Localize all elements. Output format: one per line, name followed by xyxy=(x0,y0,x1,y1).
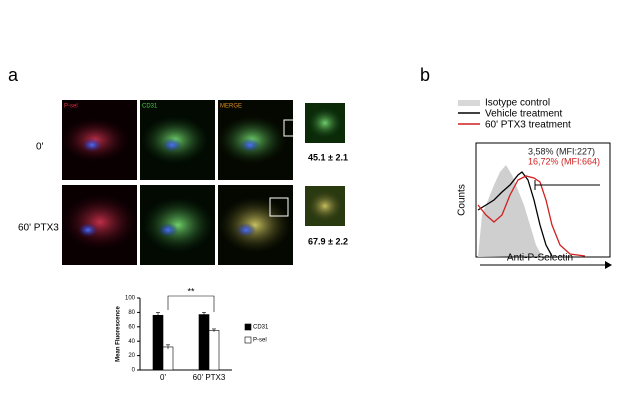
nucleus xyxy=(78,223,98,237)
y-tick-label: 40 xyxy=(128,339,135,345)
bar xyxy=(162,346,174,371)
nucleus xyxy=(162,138,182,152)
error-bar xyxy=(156,312,160,319)
nucleus xyxy=(158,223,178,237)
annotation: 16,72% (MFI:664) xyxy=(528,156,600,166)
vehicle-curve xyxy=(477,171,553,257)
ptx3-curve xyxy=(477,175,586,257)
row-label: 60' PTX3 xyxy=(18,223,59,234)
cell xyxy=(219,197,291,253)
y-tick-label: 0 xyxy=(132,368,136,374)
panel-label: b xyxy=(420,65,430,85)
y-tick-label: 80 xyxy=(128,310,135,316)
row-label: 0' xyxy=(36,142,44,153)
cell xyxy=(62,194,138,250)
isotype-area xyxy=(478,165,542,257)
y-axis-label: Counts xyxy=(457,184,468,216)
legend-label: P-sel xyxy=(253,338,267,344)
y-tick-label: 100 xyxy=(125,296,136,302)
nucleus xyxy=(240,138,260,152)
error-bar xyxy=(212,328,216,332)
y-axis-label: Mean Fluorescence xyxy=(116,305,122,361)
channel-label: MERGE xyxy=(220,104,242,110)
nucleus xyxy=(236,223,256,237)
bar xyxy=(152,314,164,371)
inset-box xyxy=(269,197,289,217)
legend-swatch xyxy=(244,323,252,331)
inset-value: 45.1 ± 2.1 xyxy=(308,152,348,162)
cell xyxy=(307,190,343,222)
bar xyxy=(198,314,210,371)
significance-bracket xyxy=(167,295,215,312)
x-tick-label: 0' xyxy=(160,373,166,382)
flow-legend xyxy=(458,100,480,125)
error-bar xyxy=(202,312,206,317)
micrographs xyxy=(61,100,345,265)
panel-label: a xyxy=(8,65,19,85)
nucleus xyxy=(82,138,102,152)
significance: ** xyxy=(187,286,195,296)
legend-swatch xyxy=(458,100,480,106)
error-bar xyxy=(166,344,170,350)
cell xyxy=(307,107,343,139)
x-axis-label: Anti-P-Selectin xyxy=(507,253,573,264)
legend-label: 60' PTX3 treatment xyxy=(485,120,571,131)
histogram xyxy=(475,142,612,269)
annotation: 3,58% (MFI:227) xyxy=(528,146,595,156)
bar xyxy=(208,330,220,371)
channel-label: CD31 xyxy=(142,104,158,110)
inset-value: 67.9 ± 2.2 xyxy=(308,236,348,246)
inset-box xyxy=(283,119,301,137)
y-tick-label: 60 xyxy=(128,324,135,330)
channel-label: P-sel xyxy=(64,104,78,110)
legend-label: Isotype control xyxy=(485,98,550,109)
legend-label: Vehicle treatment xyxy=(485,109,562,120)
cell xyxy=(142,197,214,253)
x-tick-label: 60' PTX3 xyxy=(193,373,226,382)
legend-label: CD31 xyxy=(253,325,269,331)
y-tick-label: 20 xyxy=(128,353,135,359)
legend-swatch xyxy=(244,336,252,344)
arrow-head xyxy=(605,261,612,269)
